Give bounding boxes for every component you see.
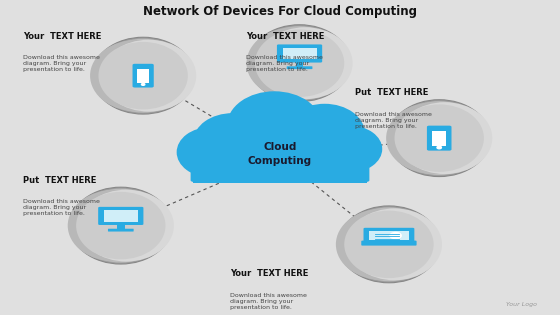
FancyBboxPatch shape [133,64,154,88]
Ellipse shape [318,126,382,173]
FancyBboxPatch shape [427,126,451,151]
FancyBboxPatch shape [98,207,143,225]
Ellipse shape [70,187,171,264]
FancyBboxPatch shape [117,224,125,230]
FancyBboxPatch shape [190,143,370,182]
FancyBboxPatch shape [296,61,304,67]
Ellipse shape [394,104,484,172]
Ellipse shape [255,29,344,97]
Ellipse shape [347,209,442,280]
Ellipse shape [258,27,353,99]
Ellipse shape [176,127,244,177]
Ellipse shape [90,40,185,112]
Ellipse shape [340,208,437,281]
Ellipse shape [284,104,365,163]
Text: Your  TEXT HERE: Your TEXT HERE [23,32,101,41]
Text: Download this awesome
diagram. Bring your
presentation to life.: Download this awesome diagram. Bring you… [230,293,307,310]
Text: Download this awesome
diagram. Bring your
presentation to life.: Download this awesome diagram. Bring you… [23,199,100,216]
Ellipse shape [79,190,174,261]
Ellipse shape [193,113,272,169]
FancyBboxPatch shape [363,228,414,243]
Circle shape [142,83,145,85]
Ellipse shape [336,209,431,280]
FancyBboxPatch shape [137,69,150,83]
Ellipse shape [68,190,163,261]
FancyBboxPatch shape [432,131,446,146]
Ellipse shape [99,42,188,109]
Ellipse shape [344,211,433,278]
Text: Download this awesome
diagram. Bring your
presentation to life.: Download this awesome diagram. Bring you… [23,55,100,72]
FancyBboxPatch shape [277,44,322,63]
Ellipse shape [391,101,488,175]
FancyBboxPatch shape [368,231,409,240]
Ellipse shape [338,206,440,283]
Ellipse shape [95,39,192,112]
Text: Put  TEXT HERE: Put TEXT HERE [356,88,429,97]
FancyBboxPatch shape [282,48,316,60]
Text: Put  TEXT HERE: Put TEXT HERE [23,176,96,185]
Ellipse shape [251,26,348,100]
Ellipse shape [249,25,351,102]
Ellipse shape [389,100,490,177]
Text: Cloud
Computing: Cloud Computing [248,142,312,166]
Circle shape [437,146,441,149]
Ellipse shape [72,189,169,262]
Text: Download this awesome
diagram. Bring your
presentation to life.: Download this awesome diagram. Bring you… [246,55,323,72]
Text: Your  TEXT HERE: Your TEXT HERE [246,32,325,41]
Ellipse shape [397,102,492,174]
Ellipse shape [386,102,481,174]
Circle shape [390,232,401,239]
FancyBboxPatch shape [108,229,134,232]
Text: Download this awesome
diagram. Bring your
presentation to life.: Download this awesome diagram. Bring you… [356,112,432,129]
Ellipse shape [246,27,342,99]
Text: Your  TEXT HERE: Your TEXT HERE [230,269,308,278]
FancyBboxPatch shape [193,152,367,183]
Text: Network Of Devices For Cloud Computing: Network Of Devices For Cloud Computing [143,5,417,18]
FancyBboxPatch shape [361,241,417,246]
Ellipse shape [227,91,322,160]
Ellipse shape [76,192,166,259]
FancyBboxPatch shape [104,210,138,222]
Ellipse shape [92,37,194,114]
FancyBboxPatch shape [193,155,367,180]
FancyBboxPatch shape [287,66,312,69]
Text: Your Logo: Your Logo [506,302,537,307]
Ellipse shape [101,40,196,112]
